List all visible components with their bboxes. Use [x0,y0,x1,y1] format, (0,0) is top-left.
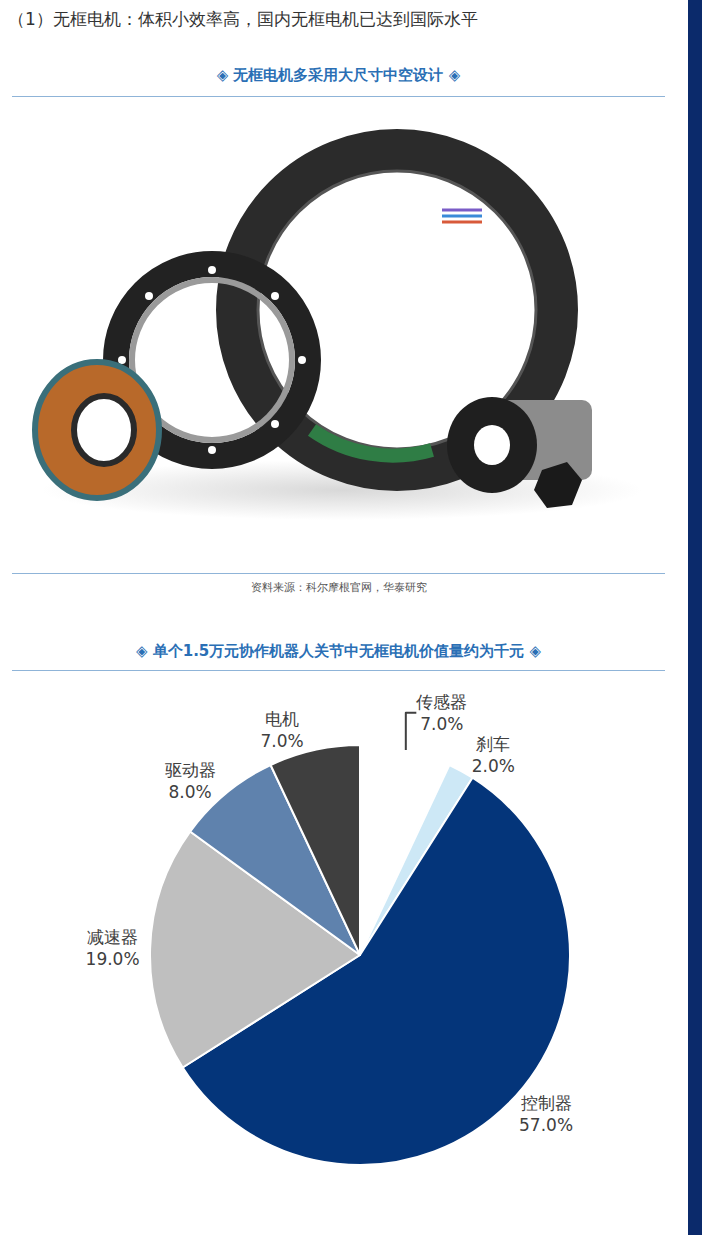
svg-text:减速器19.0%: 减速器19.0% [86,927,140,969]
svg-text:传感器7.0%: 传感器7.0% [416,692,467,734]
html-text:◈ 无框电机多采用大尺寸中空设计 ◈: ◈ 无框电机多采用大尺寸中空设计 ◈ [216,66,461,84]
svg-text:控制器57.0%: 控制器57.0% [519,1093,573,1135]
html-text:（1）无框电机：体积小效率高，国内无框电机已达到国际水平: （1）无框电机：体积小效率高，国内无框电机已达到国际水平 [8,9,478,29]
html-text:◈ 单个1.5万元协作机器人关节中无框电机价值量约为千元 ◈: ◈ 单个1.5万元协作机器人关节中无框电机价值量约为千元 ◈ [136,642,541,660]
html-text:资料来源：科尔摩根官网，华泰研究: 资料来源：科尔摩根官网，华泰研究 [250,581,427,594]
svg-text:驱动器8.0%: 驱动器8.0% [165,760,216,802]
svg-text:刹车2.0%: 刹车2.0% [472,734,515,776]
svg-text:电机7.0%: 电机7.0% [260,709,303,751]
